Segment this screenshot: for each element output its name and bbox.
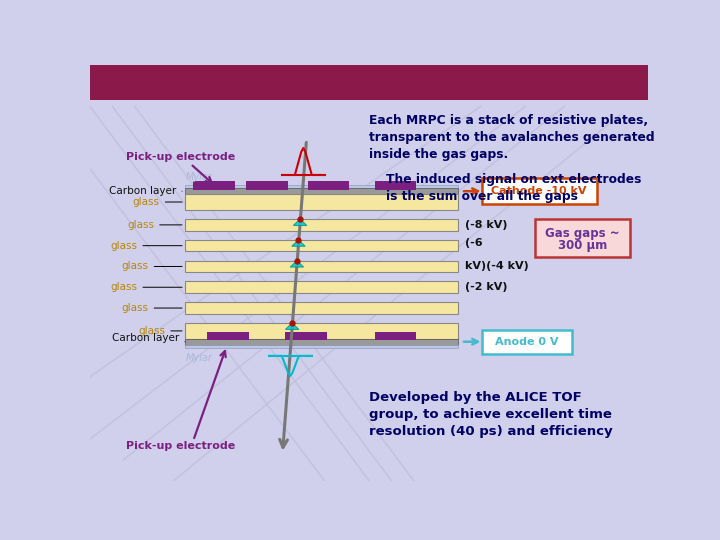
FancyBboxPatch shape: [535, 219, 630, 257]
Text: Developed by the ALICE TOF
group, to achieve excellent time
resolution (40 ps) a: Developed by the ALICE TOF group, to ach…: [369, 391, 613, 438]
Text: glass: glass: [110, 241, 182, 251]
Polygon shape: [290, 261, 304, 267]
Polygon shape: [292, 240, 305, 246]
Bar: [185, 194, 459, 210]
Bar: [185, 339, 459, 345]
Text: Pick-up electrode: Pick-up electrode: [126, 441, 235, 451]
Text: Carbon layer: Carbon layer: [112, 333, 185, 343]
Bar: [285, 332, 327, 340]
Bar: [374, 181, 416, 190]
Text: Gas gaps ~: Gas gaps ~: [545, 227, 619, 240]
FancyBboxPatch shape: [482, 329, 572, 354]
Text: Each MRPC is a stack of resistive plates,
transparent to the avalanches generate: Each MRPC is a stack of resistive plates…: [369, 114, 654, 161]
Text: Mylar: Mylar: [186, 172, 213, 182]
Text: Mylar: Mylar: [186, 353, 213, 362]
Text: MRPC chambers: basic working principles: MRPC chambers: basic working principles: [97, 73, 572, 92]
Polygon shape: [293, 219, 307, 226]
Bar: [185, 281, 459, 293]
Polygon shape: [285, 323, 299, 329]
Text: kV)(-4 kV): kV)(-4 kV): [465, 261, 528, 272]
FancyBboxPatch shape: [482, 178, 597, 204]
Text: (-2 kV): (-2 kV): [465, 282, 508, 292]
FancyBboxPatch shape: [90, 65, 648, 100]
Bar: [185, 345, 459, 348]
Bar: [207, 332, 249, 340]
Bar: [246, 181, 288, 190]
Text: Cathode -10 kV: Cathode -10 kV: [492, 186, 587, 196]
Text: Carbon layer: Carbon layer: [109, 186, 182, 196]
Text: (-6: (-6: [465, 238, 482, 248]
Bar: [193, 181, 235, 190]
Text: glass: glass: [127, 220, 182, 230]
Bar: [185, 219, 459, 231]
Text: glass: glass: [110, 282, 182, 292]
Bar: [185, 323, 459, 339]
Bar: [185, 185, 459, 188]
Bar: [185, 240, 459, 252]
Text: (-8 kV): (-8 kV): [465, 220, 508, 230]
Bar: [307, 181, 349, 190]
Bar: [374, 332, 416, 340]
Text: glass: glass: [122, 261, 182, 272]
Text: glass: glass: [132, 197, 182, 207]
Bar: [185, 188, 459, 194]
Bar: [185, 261, 459, 272]
Text: The induced signal on ext.electrodes
    is the sum over all the gaps: The induced signal on ext.electrodes is …: [369, 173, 642, 203]
Bar: [185, 302, 459, 314]
Text: glass: glass: [122, 303, 182, 313]
Text: Pick-up electrode: Pick-up electrode: [126, 152, 235, 162]
Text: glass: glass: [138, 326, 182, 336]
Text: Anode 0 V: Anode 0 V: [495, 337, 559, 347]
Text: 300 μm: 300 μm: [557, 239, 607, 252]
